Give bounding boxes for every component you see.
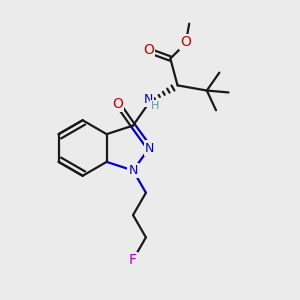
Text: N: N — [145, 142, 154, 154]
Text: F: F — [129, 253, 137, 267]
Text: O: O — [180, 35, 191, 49]
Text: H: H — [151, 101, 159, 111]
Text: O: O — [143, 43, 154, 57]
Text: N: N — [143, 93, 153, 106]
Text: O: O — [112, 97, 123, 111]
Text: N: N — [128, 164, 138, 177]
